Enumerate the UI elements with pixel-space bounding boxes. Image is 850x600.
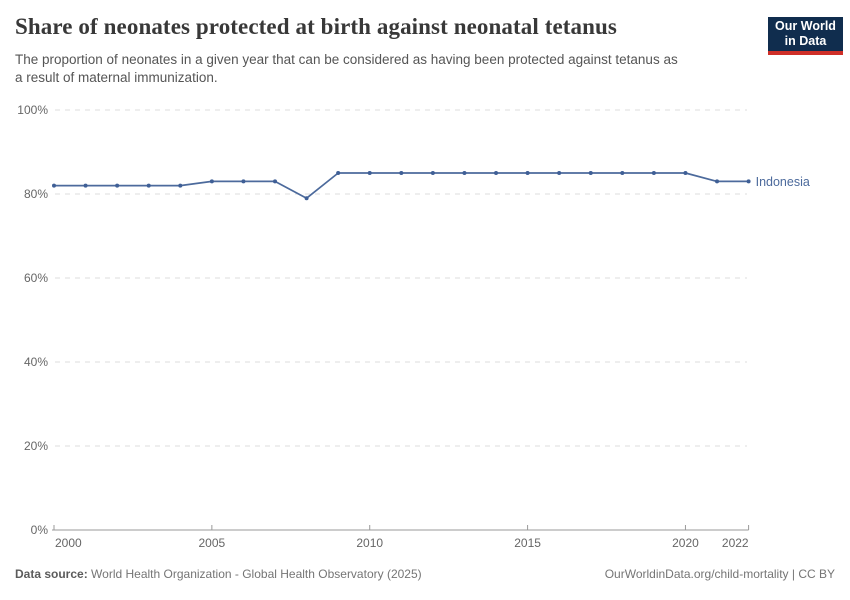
x-tick-label: 2015 <box>514 536 541 550</box>
data-point[interactable] <box>241 179 246 184</box>
data-point[interactable] <box>462 171 467 175</box>
data-point[interactable] <box>525 171 530 175</box>
data-point[interactable] <box>588 171 593 175</box>
data-point[interactable] <box>399 171 404 175</box>
data-point[interactable] <box>115 183 120 188</box>
x-tick-label: 2022 <box>722 536 749 550</box>
data-point[interactable] <box>715 179 720 184</box>
y-tick-label: 0% <box>31 523 49 537</box>
data-point[interactable] <box>430 171 435 175</box>
chart-title: Share of neonates protected at birth aga… <box>15 14 617 39</box>
y-tick-label: 60% <box>24 271 48 285</box>
x-tick-label: 2005 <box>199 536 226 550</box>
data-point[interactable] <box>52 183 56 188</box>
y-tick-label: 20% <box>24 439 48 453</box>
x-tick-label: 2010 <box>356 536 383 550</box>
y-tick-label: 80% <box>24 187 48 201</box>
x-tick-label: 2020 <box>672 536 699 550</box>
x-tick-label: 2000 <box>55 536 82 550</box>
series-end-label[interactable]: Indonesia <box>756 175 810 189</box>
data-point[interactable] <box>557 171 562 175</box>
data-point[interactable] <box>367 171 372 175</box>
y-tick-label: 100% <box>17 103 48 117</box>
logo-line-1: Our World <box>775 19 836 33</box>
data-point[interactable] <box>336 171 341 175</box>
logo-line-2: in Data <box>784 34 827 48</box>
data-point[interactable] <box>146 183 151 188</box>
chart-subtitle: The proportion of neonates in a given ye… <box>15 52 678 85</box>
data-source-label: Data source: <box>15 567 88 581</box>
data-point[interactable] <box>304 196 309 201</box>
data-point[interactable] <box>651 171 656 175</box>
data-point[interactable] <box>746 179 751 184</box>
data-point[interactable] <box>494 171 499 175</box>
data-point[interactable] <box>83 183 88 188</box>
chart-footer: Data source: World Health Organization -… <box>15 567 835 581</box>
data-point[interactable] <box>273 179 278 184</box>
owid-logo[interactable]: Our World in Data <box>768 17 843 55</box>
data-point[interactable] <box>178 183 183 188</box>
data-point[interactable] <box>620 171 625 175</box>
data-source-text: World Health Organization - Global Healt… <box>87 567 422 581</box>
y-tick-label: 40% <box>24 355 48 369</box>
data-point[interactable] <box>683 171 688 175</box>
data-point[interactable] <box>209 179 214 184</box>
footer-citation-link[interactable]: OurWorldinData.org/child-mortality | CC … <box>604 567 835 581</box>
data-source: Data source: World Health Organization -… <box>15 567 422 581</box>
